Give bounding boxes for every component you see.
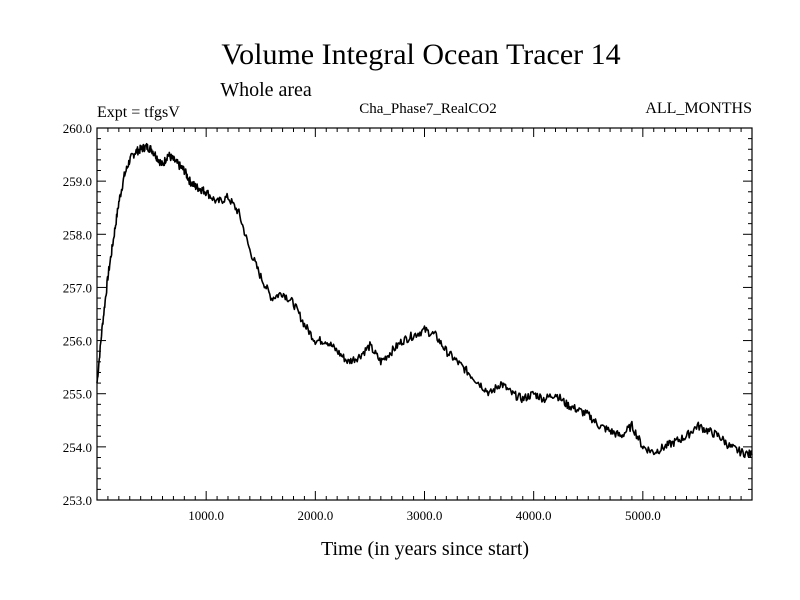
x-axis-label: Time (in years since start) (321, 538, 529, 560)
y-tick-label: 258.0 (63, 227, 92, 242)
y-tick-label: 256.0 (63, 334, 92, 349)
x-tick-label: 3000.0 (407, 508, 443, 523)
experiment-label: Expt = tfgsV (97, 104, 180, 121)
series-group (96, 142, 753, 459)
series-line (96, 142, 753, 459)
x-tick-label: 2000.0 (297, 508, 333, 523)
y-tick-label: 257.0 (63, 280, 92, 295)
run-label: Cha_Phase7_RealCO2 (359, 101, 496, 117)
y-tick-label: 253.0 (63, 493, 92, 508)
y-tick-label: 254.0 (63, 440, 92, 455)
y-tick-label: 255.0 (63, 387, 92, 402)
months-label: ALL_MONTHS (645, 100, 752, 117)
chart-title: Volume Integral Ocean Tracer 14 (221, 38, 620, 71)
axis-tick-labels: 1000.0 2000.0 3000.0 4000.0 5000.0 253.0 254.0… (63, 121, 661, 523)
y-tick-label: 260.0 (63, 121, 92, 136)
x-tick-label: 4000.0 (516, 508, 552, 523)
y-tick-label: 259.0 (63, 174, 92, 189)
x-tick-label: 1000.0 (188, 508, 224, 523)
x-tick-label: 5000.0 (625, 508, 661, 523)
chart-subtitle: Whole area (220, 79, 312, 101)
